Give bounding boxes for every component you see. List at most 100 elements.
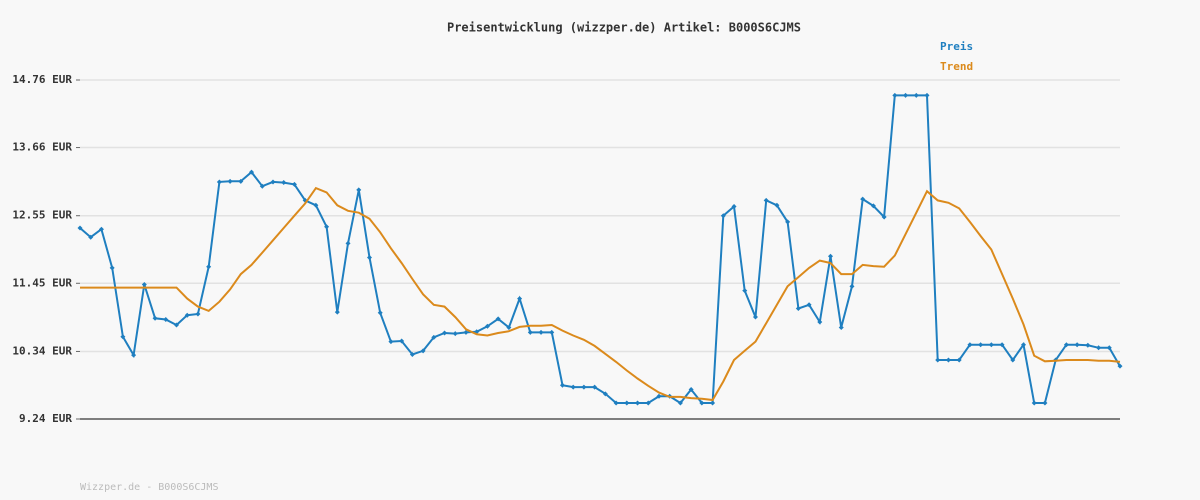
data-point (1096, 345, 1102, 351)
y-tick-label: 12.55 EUR (12, 209, 72, 222)
data-point (238, 178, 244, 184)
data-point (774, 202, 780, 208)
data-point (1010, 357, 1016, 363)
data-point (849, 283, 855, 289)
data-point (409, 352, 415, 358)
data-point (699, 400, 705, 406)
data-point (731, 204, 737, 210)
data-point (377, 310, 383, 316)
data-point (388, 339, 394, 345)
data-point (581, 384, 587, 390)
series-line (80, 186, 1121, 402)
data-point (152, 315, 158, 321)
data-point (399, 338, 405, 344)
data-point (517, 296, 523, 302)
data-point (120, 334, 126, 340)
data-point (549, 329, 555, 335)
data-point (216, 179, 222, 185)
data-point (163, 317, 169, 323)
data-point (527, 329, 533, 335)
data-point (935, 357, 941, 363)
data-point (1117, 363, 1123, 369)
data-point (313, 202, 319, 208)
data-point (988, 342, 994, 348)
data-point (602, 391, 608, 397)
data-point (795, 305, 801, 311)
data-point (720, 213, 726, 219)
legend-entry: Preis (940, 40, 973, 53)
data-point (420, 348, 426, 354)
data-point (860, 196, 866, 202)
data-point (484, 323, 490, 329)
data-point (356, 187, 362, 193)
data-point (924, 92, 930, 98)
data-point (334, 309, 340, 315)
data-point (710, 400, 716, 406)
data-point (785, 219, 791, 225)
data-point (109, 265, 115, 271)
data-point (442, 330, 448, 336)
data-point (88, 234, 94, 240)
data-point (345, 240, 351, 246)
data-point (463, 329, 469, 335)
data-point (956, 357, 962, 363)
data-point (366, 254, 372, 260)
series-line (79, 94, 1121, 405)
data-point (141, 282, 147, 288)
data-point (98, 226, 104, 232)
y-tick-label: 9.24 EUR (19, 412, 72, 425)
data-point (752, 314, 758, 320)
data-point (195, 311, 201, 317)
data-point (1074, 342, 1080, 348)
data-point (291, 181, 297, 187)
data-point (656, 393, 662, 399)
data-point (828, 253, 834, 259)
data-point (870, 203, 876, 209)
y-tick-label: 10.34 EUR (12, 344, 72, 357)
data-point (270, 179, 276, 185)
chart-title: Preisentwicklung (wizzper.de) Artikel: B… (447, 21, 801, 35)
data-point (645, 400, 651, 406)
data-point (881, 214, 887, 220)
data-point (131, 352, 137, 358)
data-point (1042, 400, 1048, 406)
data-point (742, 288, 748, 294)
data-point (1085, 342, 1091, 348)
data-point (259, 183, 265, 189)
y-tick-label: 13.66 EUR (12, 141, 72, 154)
data-point (227, 178, 233, 184)
data-point (1106, 345, 1112, 351)
data-point (945, 357, 951, 363)
data-point (838, 324, 844, 330)
data-point (592, 384, 598, 390)
data-point (967, 342, 973, 348)
data-point (538, 329, 544, 335)
legend-entry: Trend (940, 60, 973, 73)
data-point (570, 384, 576, 390)
data-point (999, 342, 1005, 348)
data-point (903, 92, 909, 98)
data-point (184, 312, 190, 318)
data-point (677, 400, 683, 406)
data-point (249, 169, 255, 175)
data-point (206, 264, 212, 270)
data-point (635, 400, 641, 406)
data-point (281, 180, 287, 186)
data-point (613, 400, 619, 406)
data-point (978, 342, 984, 348)
y-tick-label: 14.76 EUR (12, 73, 72, 86)
data-point (913, 92, 919, 98)
data-point (559, 382, 565, 388)
data-point (1031, 400, 1037, 406)
data-point (1021, 342, 1027, 348)
data-point (452, 331, 458, 337)
data-point (1063, 342, 1069, 348)
data-point (817, 319, 823, 325)
data-point (806, 302, 812, 308)
data-point (324, 224, 330, 230)
data-point (624, 400, 630, 406)
data-point (77, 225, 83, 231)
footer: Wizzper.de - B000S6CJMS (80, 482, 218, 493)
data-point (431, 334, 437, 340)
data-point (763, 197, 769, 203)
